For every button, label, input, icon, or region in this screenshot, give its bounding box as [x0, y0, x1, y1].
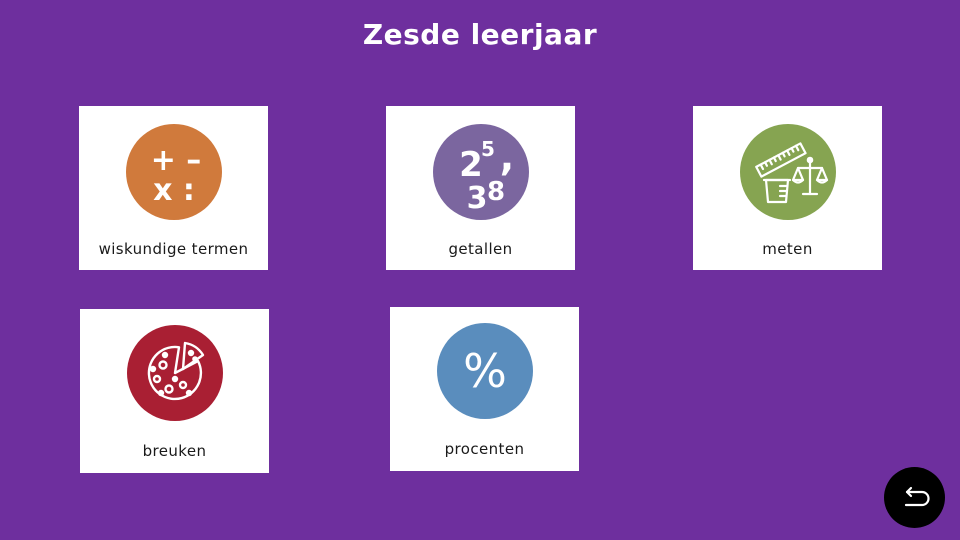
measuring-icon	[740, 124, 836, 220]
svg-text:,: ,	[500, 135, 514, 179]
percent-icon: %	[437, 323, 533, 419]
tile-getallen[interactable]: 2 5 , 3 8 getallen	[386, 106, 575, 270]
tile-meten[interactable]: meten	[693, 106, 882, 270]
pizza-fraction-icon	[127, 325, 223, 421]
tile-procenten[interactable]: % procenten	[390, 307, 579, 471]
tile-label: breuken	[142, 442, 207, 460]
back-arrow-icon	[904, 486, 930, 506]
svg-text:8: 8	[487, 177, 505, 207]
svg-text:x :: x :	[153, 173, 195, 208]
svg-text:3: 3	[467, 181, 488, 216]
tile-label: wiskundige termen	[98, 240, 249, 258]
svg-text:+ –: + –	[151, 143, 202, 178]
page-title: Zesde leerjaar	[362, 18, 598, 51]
tile-wiskundige-termen[interactable]: + – x : wiskundige termen	[79, 106, 268, 270]
svg-text:5: 5	[481, 137, 495, 161]
tile-label: getallen	[448, 240, 513, 258]
tile-label: procenten	[444, 440, 525, 458]
math-operators-icon: + – x :	[126, 124, 222, 220]
tile-breuken[interactable]: breuken	[80, 309, 269, 473]
back-button[interactable]	[884, 467, 945, 528]
tile-label: meten	[762, 240, 813, 258]
svg-text:2: 2	[459, 145, 483, 185]
numbers-icon: 2 5 , 3 8	[433, 124, 529, 220]
